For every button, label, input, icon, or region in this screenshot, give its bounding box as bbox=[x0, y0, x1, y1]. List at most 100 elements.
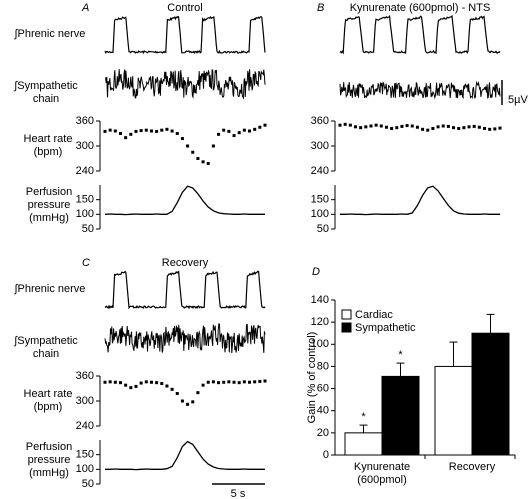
heart-rate-point bbox=[405, 124, 409, 128]
heart-rate-point bbox=[374, 123, 378, 127]
heart-rate-point bbox=[139, 381, 143, 385]
heart-rate-point bbox=[237, 131, 241, 135]
heart-rate-point bbox=[222, 128, 226, 132]
heart-rate-point bbox=[191, 150, 195, 154]
heart-rate-point bbox=[165, 384, 169, 388]
scale-bar-label: 5µV bbox=[508, 94, 528, 106]
phrenic-label-box: ∫Phrenic nerve bbox=[14, 283, 86, 295]
heart-rate-point bbox=[191, 400, 195, 404]
heart-rate-point bbox=[118, 132, 122, 135]
heart-rate-point bbox=[232, 380, 236, 384]
heart-rate-point bbox=[170, 387, 174, 391]
heart-rate-point bbox=[175, 132, 179, 135]
sympathetic-label-box: ∫Sympathetic chain bbox=[14, 80, 78, 105]
y-tick-label: 50 bbox=[82, 478, 94, 490]
y-tick-label: 140 bbox=[311, 294, 329, 306]
perfusion-label-box: Perfusion pressure (mmHg) bbox=[26, 441, 72, 479]
heart-rate-point bbox=[263, 123, 267, 127]
heart-rate-label: Heart rate (bpm) bbox=[23, 388, 73, 413]
y-tick-label: 360 bbox=[76, 370, 94, 382]
significance-mark: * bbox=[361, 411, 366, 423]
heart-rate-point bbox=[441, 124, 445, 128]
heart-rate-point bbox=[206, 162, 210, 165]
y-tick-label: 300 bbox=[76, 140, 94, 152]
heart-rate-point bbox=[237, 381, 241, 385]
significance-mark: * bbox=[398, 349, 403, 361]
phrenic-label: ∫Phrenic nerve bbox=[14, 28, 86, 40]
heart-rate-point bbox=[242, 380, 246, 384]
heart-rate-point bbox=[253, 127, 257, 131]
heart-rate-point bbox=[186, 402, 190, 406]
scale-bar-label: 5 s bbox=[231, 488, 246, 499]
sympathetic-trace bbox=[104, 69, 266, 100]
heart-rate-point bbox=[139, 129, 143, 133]
heart-rate-point bbox=[201, 160, 205, 164]
y-tick-label: 150 bbox=[76, 449, 94, 461]
y-tick-label: 40 bbox=[317, 405, 329, 417]
phrenic-label-box: ∫Phrenic nerve bbox=[14, 28, 86, 40]
y-tick-label: 240 bbox=[311, 165, 329, 177]
perfusion-trace bbox=[105, 440, 265, 471]
heart-rate-point bbox=[483, 127, 487, 130]
y-tick-label: 60 bbox=[317, 382, 329, 394]
heart-rate-point bbox=[400, 124, 404, 128]
panel-title: Recovery bbox=[162, 257, 209, 269]
heart-rate-point bbox=[472, 124, 476, 128]
legend-label: Cardiac bbox=[355, 309, 393, 321]
heart-rate-point bbox=[364, 125, 368, 129]
heart-rate-point bbox=[452, 126, 456, 130]
heart-rate-point bbox=[359, 126, 363, 130]
legend-swatch bbox=[341, 309, 352, 320]
heart-rate-point bbox=[160, 128, 164, 132]
sympathetic-label-box: ∫Sympathetic chain bbox=[14, 335, 78, 360]
heart-rate-point bbox=[170, 129, 174, 133]
heart-rate-point bbox=[222, 380, 226, 384]
heart-rate-point bbox=[395, 126, 399, 130]
heart-rate-point bbox=[410, 124, 414, 128]
phrenic-trace bbox=[339, 14, 501, 55]
bar bbox=[471, 332, 510, 456]
heart-rate-point bbox=[384, 125, 388, 129]
x-tick-label-box: Recovery bbox=[449, 461, 495, 473]
x-tick-label: Kynurenate (600pmol) bbox=[353, 461, 411, 486]
phrenic-trace bbox=[104, 15, 266, 55]
y-tick-label: 100 bbox=[311, 208, 329, 220]
heart-rate-point bbox=[498, 126, 502, 130]
heart-rate-point bbox=[217, 132, 221, 136]
heart-rate-point bbox=[211, 144, 215, 148]
phrenic-label: ∫Phrenic nerve bbox=[14, 283, 86, 295]
legend-swatch bbox=[341, 322, 352, 333]
sympathetic-trace bbox=[104, 323, 266, 354]
heart-rate-point bbox=[263, 379, 267, 383]
heart-rate-point bbox=[103, 129, 107, 133]
heart-rate-label: Heart rate (bpm) bbox=[23, 133, 73, 158]
bar bbox=[434, 365, 473, 456]
heart-rate-point bbox=[211, 380, 215, 384]
heart-rate-point bbox=[144, 380, 148, 384]
heart-rate-point bbox=[467, 125, 471, 129]
heart-rate-point bbox=[206, 380, 210, 384]
y-tick-label: 50 bbox=[82, 223, 94, 235]
heart-rate-point bbox=[186, 144, 190, 148]
legend-label: Sympathetic bbox=[355, 322, 416, 334]
heart-rate-point bbox=[379, 124, 383, 128]
y-tick-label: 100 bbox=[311, 338, 329, 350]
panel-letter: C bbox=[82, 257, 90, 269]
heart-rate-point bbox=[149, 129, 153, 133]
perfusion-trace bbox=[104, 185, 265, 216]
heart-rate-point bbox=[415, 125, 419, 129]
heart-rate-point bbox=[129, 132, 133, 136]
heart-rate-point bbox=[180, 137, 184, 140]
heart-rate-point bbox=[253, 380, 257, 384]
y-tick-label: 80 bbox=[317, 360, 329, 372]
x-tick-label-box: Kynurenate (600pmol) bbox=[353, 461, 411, 486]
perfusion-label: Perfusion pressure (mmHg) bbox=[25, 186, 73, 224]
y-tick-label: 20 bbox=[317, 427, 329, 439]
y-tick-label: 100 bbox=[76, 208, 94, 220]
heart-rate-point bbox=[248, 380, 252, 384]
heart-rate-point bbox=[201, 383, 205, 387]
heart-rate-point bbox=[175, 392, 179, 395]
panel-letter: D bbox=[312, 266, 320, 278]
y-tick-label: 100 bbox=[76, 463, 94, 475]
